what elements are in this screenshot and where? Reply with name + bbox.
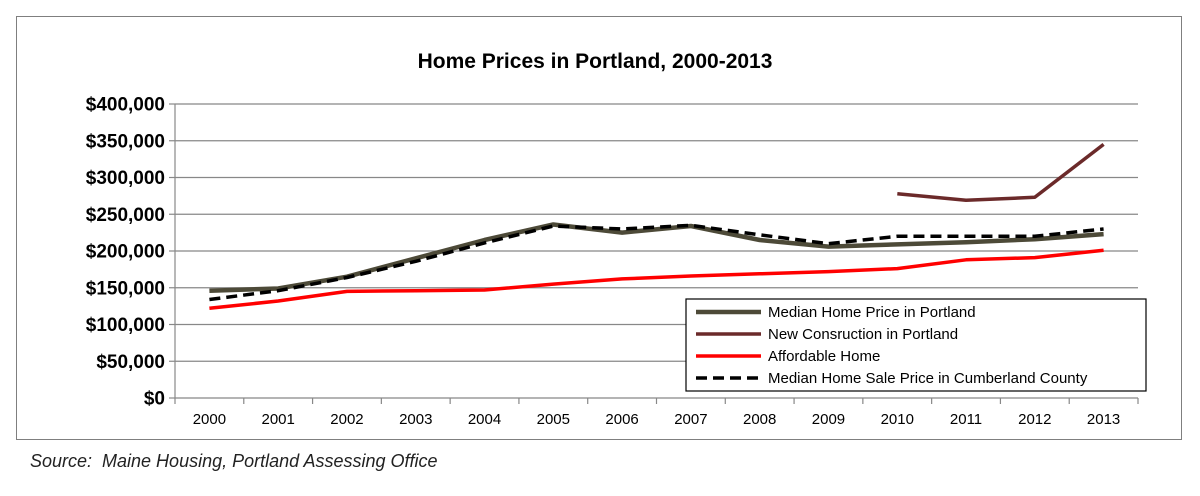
x-tick-label: 2010 xyxy=(881,411,914,428)
gridlines xyxy=(175,103,1138,362)
x-tick-label: 2011 xyxy=(950,411,982,428)
y-tick-label: $0 xyxy=(144,389,165,410)
y-tick-label: $200,000 xyxy=(86,242,165,263)
y-axis-ticks: $0 $50,000 $100,000 $150,000 $200,000 $250,00… xyxy=(86,95,165,410)
x-tick-label: 2005 xyxy=(537,411,570,428)
chart-title: Home Prices in Portland, 2000-2013 xyxy=(418,50,773,73)
line-chart: Home Prices in Portland, 2000-2013 $0 $50… xyxy=(86,50,1147,428)
series-line-2 xyxy=(897,143,1105,203)
source-note: Source: Maine Housing, Portland Assessin… xyxy=(30,451,438,471)
series-line-4 xyxy=(209,223,1104,302)
x-tick-label: 2007 xyxy=(674,411,707,428)
y-tick-label: $350,000 xyxy=(86,131,165,152)
series-lines xyxy=(209,143,1105,311)
y-tick-label: $300,000 xyxy=(86,168,165,189)
x-tick-label: 2013 xyxy=(1087,411,1120,428)
axes xyxy=(169,103,1139,404)
x-tick-label: 2002 xyxy=(330,411,363,428)
x-tick-label: 2004 xyxy=(468,411,501,428)
x-tick-label: 2001 xyxy=(261,411,294,428)
y-tick-label: $100,000 xyxy=(86,315,165,336)
y-tick-label: $250,000 xyxy=(86,205,165,226)
x-tick-label: 2012 xyxy=(1018,411,1051,428)
series-line-1 xyxy=(209,222,1104,293)
legend-label-3: Affordable Home xyxy=(768,348,880,365)
y-tick-label: $400,000 xyxy=(86,95,165,116)
x-tick-label: 2008 xyxy=(743,411,776,428)
chart-frame: Home Prices in Portland, 2000-2013 $0 $50… xyxy=(16,16,1182,440)
legend-box xyxy=(685,298,1147,392)
legend: Median Home Price in Portland New Consruc… xyxy=(685,298,1147,392)
y-tick-label: $150,000 xyxy=(86,278,165,299)
legend-label-1: Median Home Price in Portland xyxy=(768,304,976,321)
x-axis-ticks: 2000 2001 2002 2003 2004 2005 2006 2007 2008 2009… xyxy=(193,411,1121,428)
legend-label-2: New Consruction in Portland xyxy=(768,326,958,343)
series-line-3 xyxy=(209,248,1104,311)
y-tick-label: $50,000 xyxy=(96,352,165,373)
x-tick-label: 2000 xyxy=(193,411,226,428)
legend-label-4: Median Home Sale Price in Cumberland Cou… xyxy=(768,370,1088,387)
x-tick-label: 2009 xyxy=(812,411,845,428)
x-tick-label: 2006 xyxy=(605,411,638,428)
x-tick-label: 2003 xyxy=(399,411,432,428)
